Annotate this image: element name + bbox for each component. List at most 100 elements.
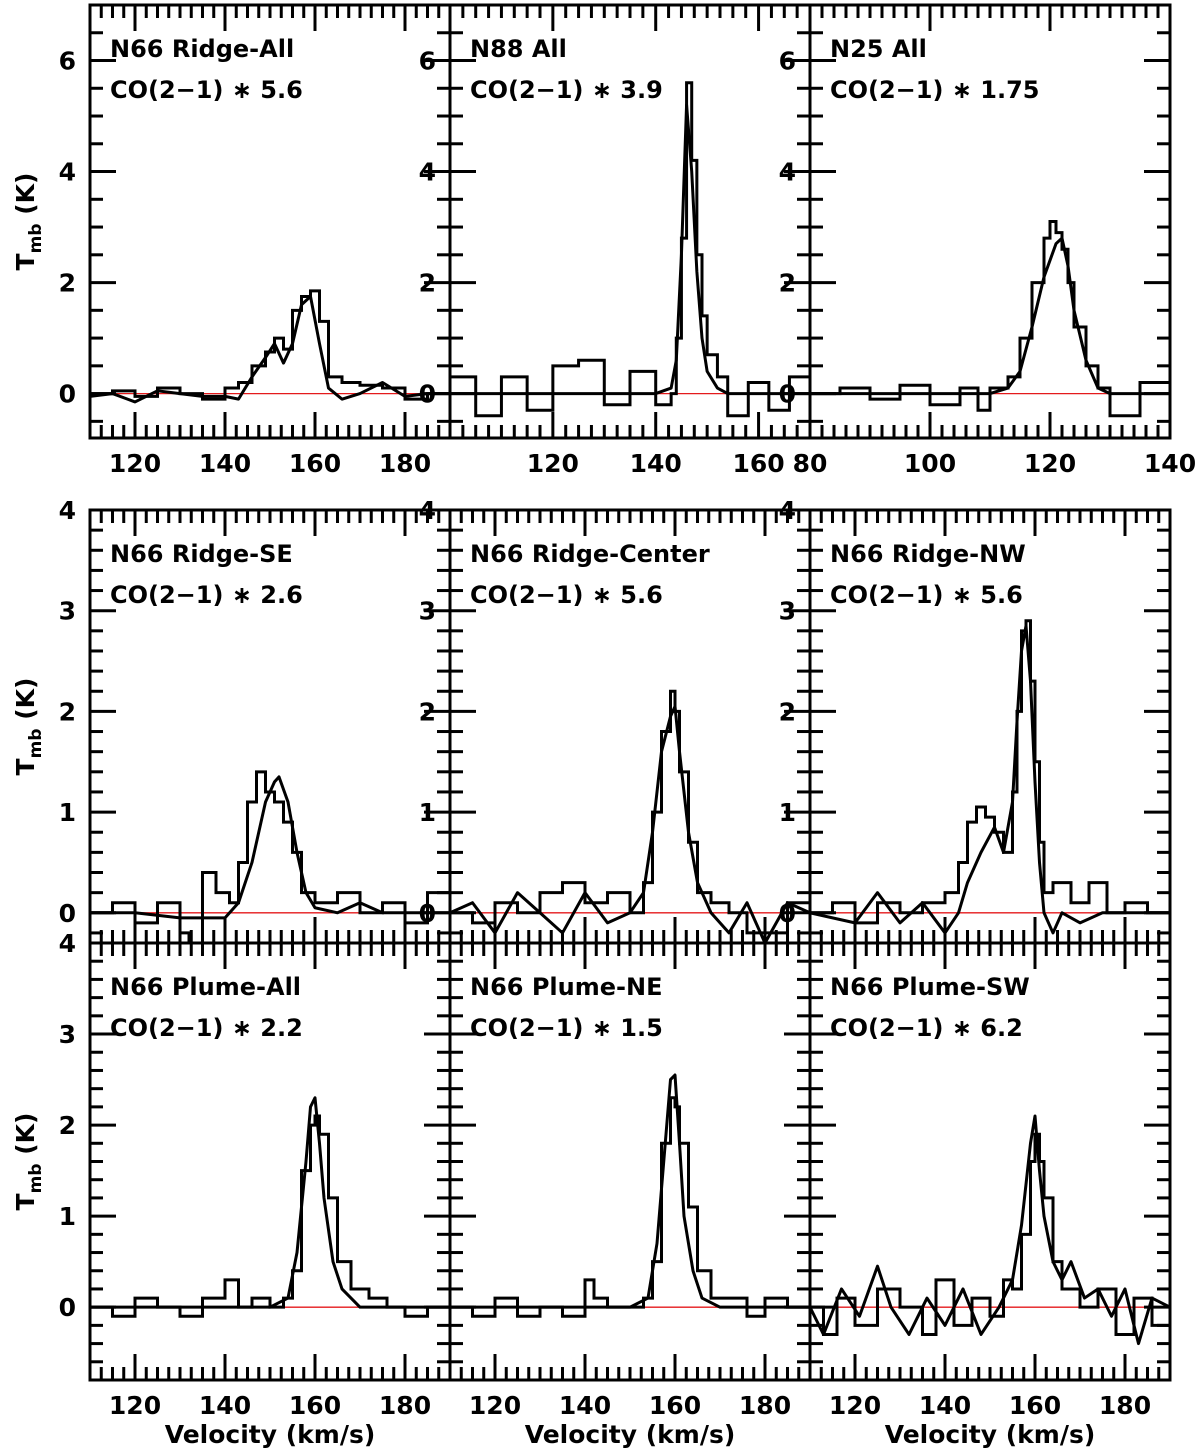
spectra-n66-ridge-nw [810,619,1170,935]
spectra-n66-plume-all [90,1096,450,1318]
smooth-spectrum [810,1114,1170,1346]
x-tick-label: 100 [904,449,956,478]
x-tick-label: 120 [1024,449,1076,478]
y-tick-label: 4 [779,496,796,525]
y-tick-label: 1 [59,798,76,827]
y-tick-label: 0 [419,380,436,409]
spectra-n66-ridge-all [90,289,450,404]
y-tick-label: 3 [419,597,436,626]
panel-subtitle: CO(2−1) ∗ 5.6 [470,581,663,609]
y-tick-label: 3 [779,597,796,626]
spectra-n25-all [810,220,1170,418]
panel-title: N88 All [470,35,567,63]
panel-frame [88,508,452,945]
x-tick-label: 180 [1099,1391,1151,1420]
x-tick-label: 120 [829,1391,881,1420]
panel-subtitle: CO(2−1) ∗ 6.2 [830,1014,1023,1042]
x-tick-label: 160 [1009,1391,1061,1420]
panel-n66-ridge-all: 120 140 160 180 0 2 4 6 N66 Ridge-All CO(2−1) ∗ 5… [11,3,452,478]
y-tick-label: 4 [419,158,436,187]
smooth-spectrum [450,103,810,396]
panel-frame [448,508,812,945]
x-tick-label: 140 [1144,449,1196,478]
y-tick-label: 0 [779,899,796,928]
y-tick-label: 2 [59,1111,76,1140]
panel-title: N66 Ridge-Center [470,540,710,568]
y-axis-title: Tmb (K) [11,678,46,776]
panel-frame [808,3,1172,440]
y-tick-label: 4 [59,496,76,525]
x-tick-label: 140 [199,449,251,478]
y-tick-label: 0 [779,380,796,409]
panel-frame [88,3,452,440]
panel-subtitle: CO(2−1) ∗ 2.6 [110,581,303,609]
histogram-spectrum [450,689,810,935]
spectra-n88-all [450,81,810,418]
panel-subtitle: CO(2−1) ∗ 1.5 [470,1014,663,1042]
smooth-spectrum [450,1073,810,1309]
x-tick-label: 140 [919,1391,971,1420]
panel-frame [88,941,452,1382]
smooth-spectrum [810,236,1170,396]
panel-subtitle: CO(2−1) ∗ 1.75 [830,76,1040,104]
y-tick-label: 2 [779,697,796,726]
y-tick-label: 4 [59,929,76,958]
y-tick-label: 3 [59,1020,76,1049]
panel-subtitle: CO(2−1) ∗ 5.6 [110,76,303,104]
y-tick-label: 2 [419,269,436,298]
y-tick-label: 2 [59,697,76,726]
x-axis-title: Velocity (km/s) [525,1420,736,1449]
panel-n66-plume-sw: 120 140 160 180 N66 Plume-SW CO(2−1) ∗ 6.2 Vel… [808,941,1172,1449]
panel-title: N66 Ridge-NW [830,540,1026,568]
panel-n66-ridge-se: 0 1 2 3 4 N66 Ridge-SE CO(2−1) ∗ 2.6 Tmb (K) [11,496,452,945]
x-tick-label: 140 [630,449,682,478]
x-tick-label: 160 [649,1391,701,1420]
panel-title: N66 Plume-SW [830,973,1030,1001]
histogram-spectrum [450,1096,810,1318]
histogram-spectrum [450,81,810,418]
x-tick-label: 120 [109,449,161,478]
x-tick-label: 180 [379,1391,431,1420]
smooth-spectrum [90,775,450,920]
panel-subtitle: CO(2−1) ∗ 3.9 [470,76,663,104]
y-tick-label: 2 [59,269,76,298]
y-tick-label: 4 [59,158,76,187]
y-tick-label: 0 [59,380,76,409]
y-tick-label: 0 [419,899,436,928]
y-tick-label: 0 [59,899,76,928]
y-tick-label: 2 [419,697,436,726]
x-tick-label: 80 [793,449,828,478]
y-tick-label: 1 [59,1202,76,1231]
panel-subtitle: CO(2−1) ∗ 2.2 [110,1014,303,1042]
panel-frame [808,508,1172,945]
y-tick-label: 3 [59,597,76,626]
y-tick-label: 6 [59,47,76,76]
x-tick-label: 160 [289,1391,341,1420]
y-axis-title: Tmb (K) [11,173,46,271]
y-tick-label: 1 [779,798,796,827]
panel-title: N66 Plume-NE [470,973,662,1001]
spectra-n66-plume-ne [450,1073,810,1318]
panel-title: N66 Ridge-SE [110,540,293,568]
smooth-spectrum [450,704,810,943]
panel-frame [448,941,812,1382]
histogram-spectrum [90,289,450,401]
y-tick-label: 2 [779,269,796,298]
smooth-spectrum [90,294,450,404]
x-tick-label: 160 [289,449,341,478]
panel-title: N66 Ridge-All [110,35,294,63]
x-tick-label: 140 [199,1391,251,1420]
y-tick-label: 6 [419,47,436,76]
panel-n25-all: 80 100 120 140 0 2 4 6 N25 All CO(2−1) ∗ 1.75 [779,3,1196,478]
panel-title: N66 Plume-All [110,973,301,1001]
histogram-spectrum [810,220,1170,418]
x-tick-label: 180 [379,449,431,478]
panel-n66-plume-all: 120 140 160 180 0 1 2 3 4 N66 Plume-All CO(2−1) ∗ … [11,929,452,1449]
panel-n66-ridge-center: 0 1 2 3 4 N66 Ridge-Center CO(2−1) ∗ 5.6 [419,496,812,945]
panel-n66-ridge-nw: 0 1 2 3 4 N66 Ridge-NW CO(2−1) ∗ 5.6 [779,496,1172,945]
x-tick-label: 120 [527,449,579,478]
x-tick-label: 120 [469,1391,521,1420]
y-tick-label: 1 [419,798,436,827]
